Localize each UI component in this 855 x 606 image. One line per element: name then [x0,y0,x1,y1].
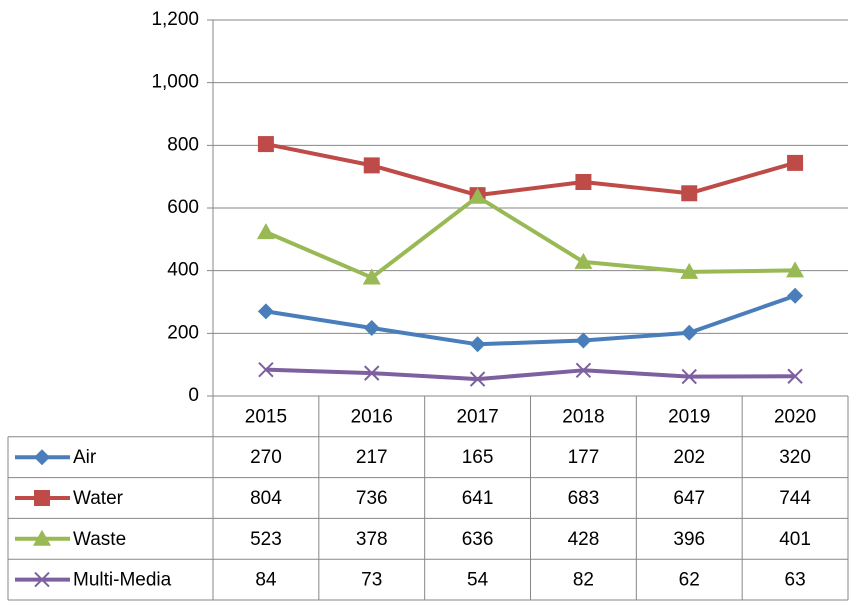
table-value: 683 [568,488,600,509]
point [787,287,804,304]
legend-label: Air [73,447,97,468]
point [468,187,487,204]
point [575,173,592,190]
y-tick-label: 600 [167,197,199,218]
legend-key-marker [33,529,51,546]
legend-key-marker [34,449,50,466]
table-value: 84 [255,570,277,591]
y-tick-label: 200 [167,322,199,343]
point [256,223,275,240]
point [257,303,274,320]
table-value: 270 [250,447,282,468]
series-line [265,367,796,382]
table-value: 378 [356,529,388,550]
point [469,336,486,353]
point [681,324,698,341]
point [257,136,274,153]
table-value: 62 [679,570,700,591]
point [258,361,274,378]
point [363,157,380,174]
table-value: 401 [779,529,811,550]
series-line [265,142,796,198]
y-tick-label: 800 [167,134,199,155]
point [362,268,381,285]
point [681,368,697,385]
table-value: 523 [250,529,282,550]
table-value: 54 [467,570,489,591]
y-tick-label: 0 [188,385,199,406]
table-value: 736 [356,488,388,509]
x-tick-label: 2019 [668,406,710,427]
table-value: 177 [568,447,600,468]
y-tick-label: 400 [167,260,199,281]
table-value: 217 [356,447,388,468]
point [575,362,592,379]
y-tick-label: 1,200 [151,9,199,30]
table-value: 82 [573,570,594,591]
table-value: 744 [779,488,811,509]
table-value: 396 [673,529,705,550]
y-tick-label: 1,000 [151,72,199,93]
x-tick-label: 2017 [456,406,498,427]
x-tick-label: 2020 [774,406,816,427]
table-value: 165 [462,447,494,468]
table-value: 202 [673,447,705,468]
series-line [265,293,796,347]
point [680,262,699,279]
table-value: 636 [462,529,494,550]
table-value: 320 [779,447,811,468]
point [574,252,593,269]
legend-label: Water [73,488,124,509]
point [364,365,380,381]
table-value: 73 [361,570,382,591]
x-tick-label: 2016 [351,406,393,427]
table-value: 641 [462,488,494,509]
point [469,371,486,387]
legend-label: Multi-Media [73,570,172,591]
point [681,185,698,202]
x-tick-label: 2018 [562,406,604,427]
legend-key-marker [34,490,50,506]
point [787,368,803,384]
x-tick-label: 2015 [245,406,287,427]
point [575,332,592,349]
point [787,154,804,171]
table-value: 647 [673,488,705,509]
table-value: 63 [785,570,806,591]
legend-key-marker [34,571,50,588]
legend-label: Waste [73,529,126,550]
series-line [265,194,796,280]
point [786,261,805,278]
table-value: 428 [568,529,600,550]
point [363,320,380,337]
table-value: 804 [250,488,282,509]
